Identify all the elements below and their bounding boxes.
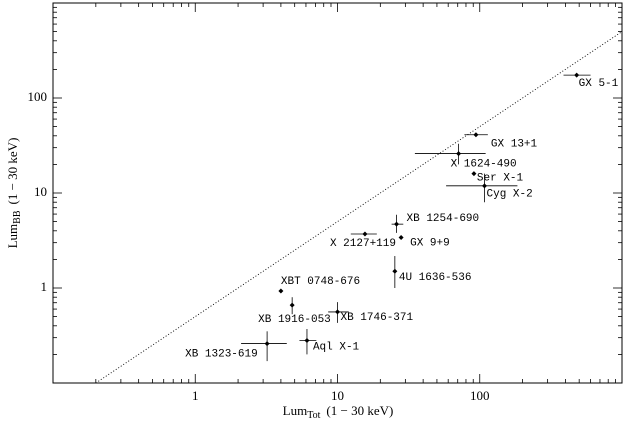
plot-frame [52, 2, 623, 384]
x-label-sub: Tot [307, 410, 320, 421]
y-axis-label: LumBB (1 − 30 keV) [5, 138, 23, 249]
x-tick-label: 10 [331, 388, 344, 403]
point-label: GX 13+1 [491, 139, 538, 151]
point-label: XB 1746-371 [341, 312, 414, 324]
y-label-main: Lum [5, 224, 20, 249]
point [289, 302, 295, 308]
y-tick-label: 10 [34, 184, 47, 199]
point-label: Ser X-1 [477, 173, 524, 185]
y-tick-label: 1 [41, 279, 48, 294]
point-label: XB 1254-690 [407, 213, 480, 225]
x-tick-label: 100 [470, 388, 490, 403]
x-tick-label: 1 [192, 388, 199, 403]
point [394, 221, 400, 227]
point-label: XB 1916-053 [258, 314, 331, 326]
point [473, 132, 479, 138]
x-label-rest: (1 − 30 keV) [326, 403, 393, 418]
point-label: XBT 0748-676 [281, 276, 360, 288]
reference-line [95, 31, 623, 384]
point-label: X 1624-490 [451, 158, 517, 170]
point-label: X 2127+119 [330, 238, 396, 250]
point [264, 341, 270, 347]
point [456, 151, 462, 157]
y-label-sub: BB [12, 210, 23, 224]
point [362, 231, 368, 237]
point-label: 4U 1636-536 [399, 272, 472, 284]
point [304, 338, 310, 344]
point [574, 72, 580, 78]
y-label-rest: (1 − 30 keV) [5, 138, 20, 205]
point [398, 235, 404, 241]
point [482, 183, 488, 189]
x-axis-label: LumTot (1 − 30 keV) [283, 403, 394, 421]
x-label-main: Lum [283, 403, 308, 418]
y-tick-label: 100 [28, 89, 48, 104]
point-label: XB 1323-619 [185, 348, 258, 360]
point [392, 268, 398, 274]
point-label: GX 5-1 [579, 78, 619, 90]
point-label: Cyg X-2 [487, 189, 533, 201]
point-label: GX 9+9 [410, 237, 450, 249]
point-label: Aql X-1 [313, 341, 360, 353]
point [471, 171, 477, 177]
point [335, 309, 340, 315]
point [278, 288, 284, 294]
